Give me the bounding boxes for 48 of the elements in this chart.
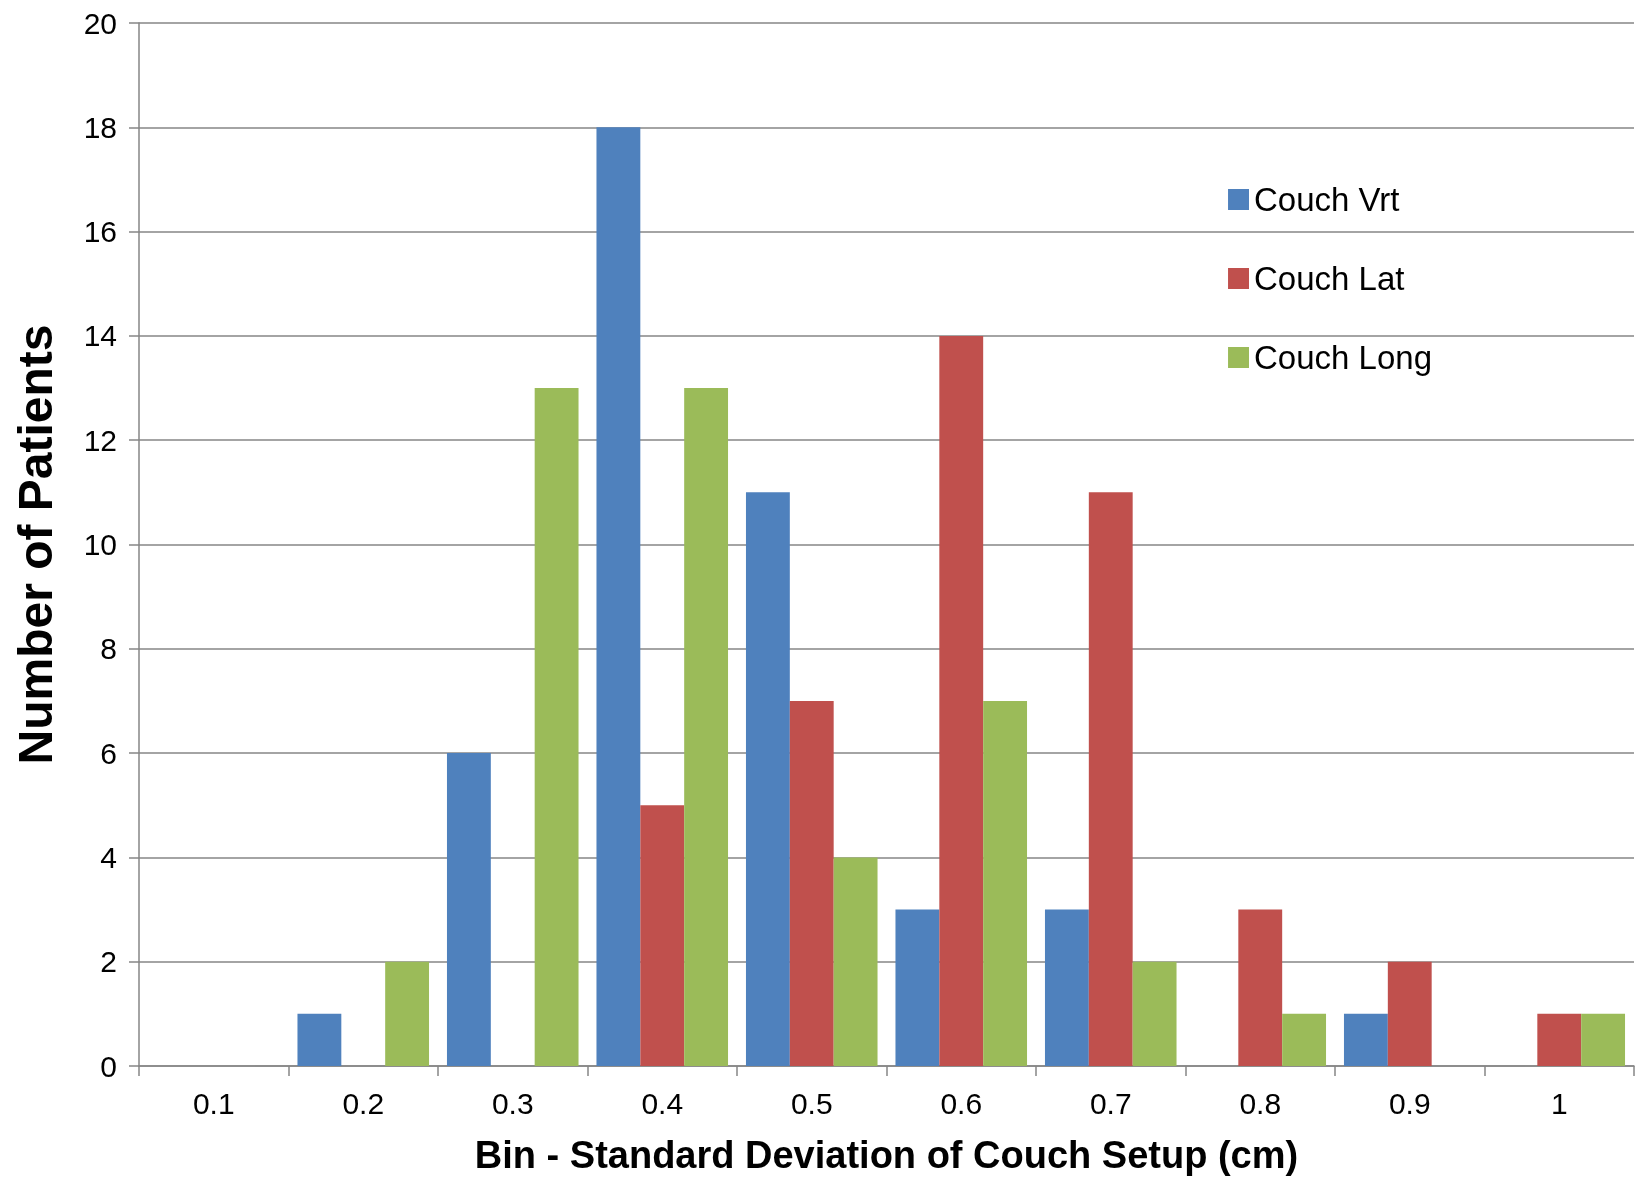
x-tick-label: 0.1 — [192, 1086, 235, 1120]
x-tick-label: 0.3 — [491, 1086, 534, 1120]
y-tick-label: 10 — [83, 528, 117, 561]
x-axis-title: Bin - Standard Deviation of Couch Setup (cm) — [474, 1134, 1299, 1176]
bar — [833, 857, 878, 1066]
x-tick-label: 0.6 — [940, 1086, 983, 1120]
y-tick-label: 20 — [83, 6, 117, 40]
bar — [789, 700, 834, 1066]
y-tick-label: 6 — [100, 736, 117, 770]
y-axis-title: Number of Patients — [8, 324, 62, 765]
x-tick-label: 0.9 — [1388, 1086, 1431, 1120]
x-tick-label: 0.8 — [1239, 1086, 1282, 1120]
bar — [596, 127, 641, 1066]
x-tick-label: 0.4 — [641, 1086, 684, 1120]
bar — [1387, 961, 1432, 1066]
y-tick-label: 18 — [83, 110, 117, 144]
bar — [1343, 1013, 1388, 1066]
bar — [1044, 909, 1089, 1066]
bar — [684, 388, 729, 1066]
y-tick-label: 14 — [83, 319, 117, 353]
bar — [385, 961, 430, 1066]
y-tick-label: 4 — [100, 840, 117, 874]
x-tick-label: 0.2 — [342, 1086, 385, 1120]
legend-label: Couch Long — [1254, 339, 1433, 376]
bar — [745, 492, 790, 1066]
bar — [1238, 909, 1283, 1066]
bar — [297, 1013, 342, 1066]
bar — [534, 388, 579, 1066]
bar — [1537, 1013, 1582, 1066]
x-tick-label: 1 — [1550, 1086, 1568, 1120]
bar — [1581, 1013, 1626, 1066]
bar — [1132, 961, 1177, 1066]
legend-label: Couch Vrt — [1254, 181, 1400, 218]
y-tick-label: 8 — [100, 632, 117, 666]
y-tick-label: 2 — [100, 945, 117, 979]
bar — [1088, 492, 1133, 1066]
bar — [895, 909, 940, 1066]
bar — [446, 753, 491, 1066]
x-tick-label: 0.5 — [790, 1086, 833, 1120]
y-tick-label: 12 — [83, 423, 117, 457]
x-tick-label: 0.7 — [1089, 1086, 1132, 1120]
bar — [939, 335, 984, 1066]
legend-label: Couch Lat — [1254, 260, 1405, 297]
bar — [640, 805, 685, 1066]
bar — [1282, 1013, 1327, 1066]
bar — [983, 700, 1028, 1066]
y-tick-label: 16 — [83, 215, 117, 249]
y-tick-label: 0 — [100, 1049, 117, 1083]
